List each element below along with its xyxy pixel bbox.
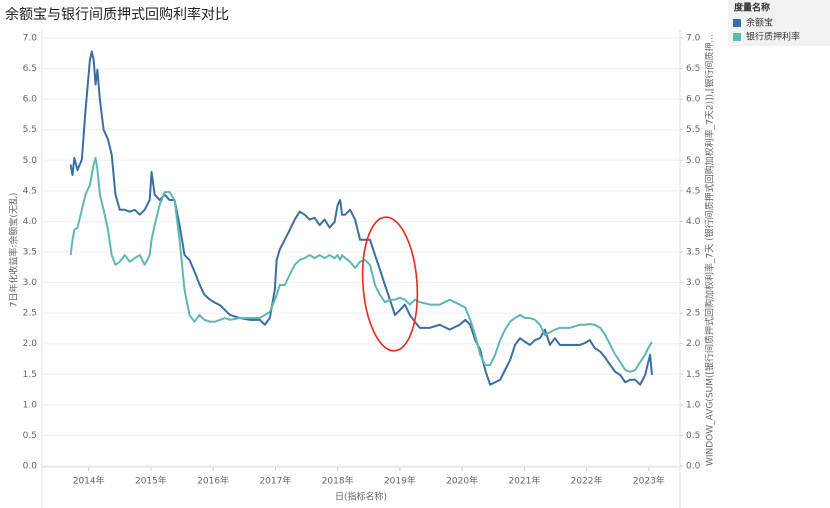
legend-title: 度量名称 [734, 2, 770, 14]
y2-tick-label: 1.5 [686, 370, 700, 380]
y-tick-label: 2.5 [23, 309, 37, 319]
y-tick-label: 4.0 [23, 217, 38, 227]
legend-swatch [733, 19, 741, 27]
y-tick-label: 5.0 [23, 156, 38, 166]
x-tick-label: 2023年 [633, 475, 665, 487]
legend-label: 余额宝 [746, 17, 773, 29]
y2-tick-label: 7.0 [686, 34, 701, 44]
x-tick-label: 2022年 [571, 475, 603, 487]
x-tick-label: 2014年 [73, 475, 105, 487]
y2-tick-label: 1.0 [686, 400, 701, 410]
highlight-ellipse [361, 216, 419, 352]
y-tick-label: 4.5 [23, 186, 37, 196]
y-tick-label: 6.0 [23, 95, 38, 105]
x-tick-label: 2021年 [508, 475, 540, 487]
plot-area [42, 37, 680, 467]
chart-title: 余额宝与银行间质押式回购利率对比 [5, 6, 229, 23]
x-tick-label: 2018年 [322, 475, 354, 487]
y-tick-label: 5.5 [23, 125, 37, 135]
x-tick-label: 2015年 [135, 475, 167, 487]
y-axis-title: 7日年化收益率:余额宝(无乱) [8, 193, 20, 308]
series-line [69, 50, 653, 386]
y2-tick-label: 6.5 [686, 64, 700, 74]
x-tick-label: 2019年 [384, 475, 416, 487]
y2-tick-label: 2.5 [686, 309, 700, 319]
y-tick-label: 0.0 [23, 462, 38, 472]
y2-tick-label: 2.0 [686, 339, 701, 349]
legend-panel [728, 0, 830, 46]
y2-tick-label: 4.5 [686, 186, 700, 196]
x-tick-label: 2017年 [259, 475, 291, 487]
y2-tick-label: 6.0 [686, 95, 701, 105]
y-tick-label: 6.5 [23, 64, 37, 74]
legend-swatch [733, 33, 741, 41]
y2-axis-title: WINDOW_AVG(SUM([银行间质押式回购加权利率_7天 (银行间质押式回… [704, 34, 716, 466]
series-line [69, 156, 653, 373]
y2-tick-label: 4.0 [686, 217, 701, 227]
y-tick-label: 2.0 [23, 339, 38, 349]
y2-tick-label: 3.5 [686, 248, 700, 258]
x-tick-label: 2016年 [197, 475, 229, 487]
y2-tick-label: 0.5 [686, 431, 700, 441]
x-axis-title: 日(指标名称) [335, 491, 387, 503]
y-tick-label: 3.5 [23, 248, 37, 258]
y2-tick-label: 5.5 [686, 125, 700, 135]
y-tick-label: 1.0 [23, 400, 38, 410]
x-tick-label: 2020年 [446, 475, 478, 487]
y-tick-label: 7.0 [23, 34, 38, 44]
y-tick-label: 1.5 [23, 370, 37, 380]
y2-tick-label: 5.0 [686, 156, 701, 166]
y2-tick-label: 0.0 [686, 462, 701, 472]
y-tick-label: 0.5 [23, 431, 37, 441]
legend-label: 银行质押利率 [746, 31, 800, 43]
y-tick-label: 3.0 [23, 278, 38, 288]
y2-tick-label: 3.0 [686, 278, 701, 288]
